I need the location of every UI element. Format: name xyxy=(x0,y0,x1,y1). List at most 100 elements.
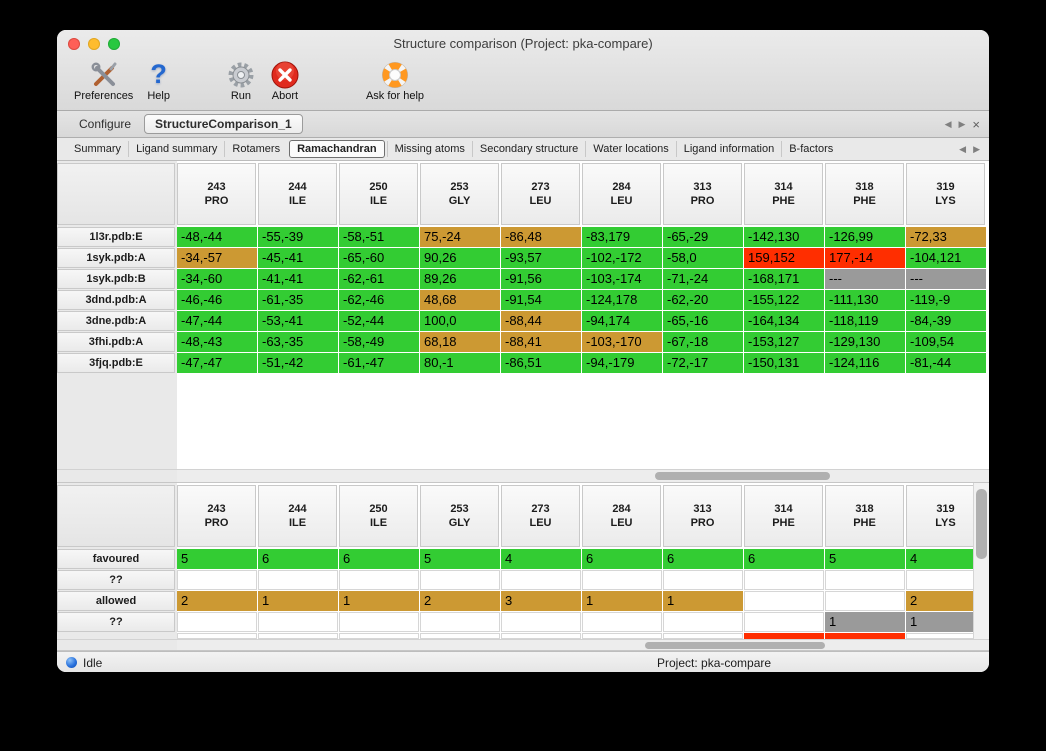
table-cell xyxy=(825,591,905,611)
table-cell xyxy=(420,633,500,639)
table-cell: -65,-29 xyxy=(663,227,743,247)
table-cell xyxy=(339,633,419,639)
table-row: 3dnd.pdb:A -46,-46 -61,-35 -62,-46 48,68 -91,… xyxy=(57,290,989,310)
table-row: allowed 2 1 1 2 3 1 1 2 xyxy=(57,591,989,611)
column-residue-number: 253 xyxy=(450,181,469,193)
tab-missing-atoms[interactable]: Missing atoms xyxy=(386,141,472,157)
table-cell: -61,-35 xyxy=(258,290,338,310)
tab-summary[interactable]: Summary xyxy=(74,143,122,155)
table-cell xyxy=(744,591,824,611)
table-cell: -103,-170 xyxy=(582,332,662,352)
column-residue-number: 243 xyxy=(207,503,226,515)
column-residue-number: 318 xyxy=(855,181,874,193)
column-residue-number: 284 xyxy=(612,181,631,193)
column-residue-name: LYS xyxy=(935,517,956,529)
table-header-row: 243 PRO 244 ILE 250 ILE 253 GLY 273 LEU 284 LEU 313 P… xyxy=(57,163,989,225)
structures-table-horizontal-scrollbar[interactable] xyxy=(57,469,989,483)
table-cell: 1 xyxy=(258,591,338,611)
column-header: 319 LYS xyxy=(906,163,985,225)
table-cell: -53,-41 xyxy=(258,311,338,331)
tab-water-locations[interactable]: Water locations xyxy=(585,141,675,157)
tab-ramachandran[interactable]: Ramachandran xyxy=(289,140,385,158)
table-cell: 5 xyxy=(177,549,257,569)
minimize-window-button[interactable] xyxy=(88,38,100,50)
table-cell xyxy=(258,633,338,639)
column-residue-name: PHE xyxy=(853,195,876,207)
table-row: 3fhi.pdb:A -48,-43 -63,-35 -58,-49 68,18 -88,… xyxy=(57,332,989,352)
column-header: 244 ILE xyxy=(258,485,337,547)
column-header: 244 ILE xyxy=(258,163,337,225)
table-cell: -67,-18 xyxy=(663,332,743,352)
table-cell: 3 xyxy=(501,591,581,611)
column-residue-name: PHE xyxy=(772,195,795,207)
scroll-report-tabs-left-icon[interactable]: ◀ xyxy=(959,143,967,154)
table-cell: -88,44 xyxy=(501,311,581,331)
table-cell: -124,178 xyxy=(582,290,662,310)
table-row: 1syk.pdb:B -34,-60 -41,-41 -62,-61 89,26 -91,… xyxy=(57,269,989,289)
table-cell: -118,119 xyxy=(825,311,905,331)
ask-for-help-button[interactable]: Ask for help xyxy=(359,59,431,102)
table-row: ?? 1 1 xyxy=(57,612,989,632)
table-cell: -168,171 xyxy=(744,269,824,289)
table-cell: -91,56 xyxy=(501,269,581,289)
table-cell: 2 xyxy=(420,591,500,611)
table-cell xyxy=(663,633,743,639)
table-cell: 1 xyxy=(906,612,986,632)
column-residue-name: LEU xyxy=(610,517,633,529)
table-cell: 1 xyxy=(339,591,419,611)
toolbar-label: Run xyxy=(230,90,252,102)
tab-configure[interactable]: Configure xyxy=(79,117,132,131)
row-label: 3fhi.pdb:A xyxy=(57,332,175,352)
table-cell: -109,54 xyxy=(906,332,986,352)
abort-button[interactable]: Abort xyxy=(263,59,307,102)
tab-ligand-summary[interactable]: Ligand summary xyxy=(128,141,224,157)
hscroll-thumb[interactable] xyxy=(645,642,825,649)
column-residue-name: GLY xyxy=(448,195,471,207)
table-cell xyxy=(501,612,581,632)
tab-b-factors[interactable]: B-factors xyxy=(781,141,840,157)
table-cell: -65,-16 xyxy=(663,311,743,331)
column-header: 253 GLY xyxy=(420,163,499,225)
table-cell: -104,121 xyxy=(906,248,986,268)
table-cell xyxy=(339,570,419,590)
close-tab-icon[interactable]: × xyxy=(972,116,980,132)
project-label: Project: pka-compare xyxy=(657,655,772,670)
column-residue-name: LEU xyxy=(529,195,552,207)
tab-secondary-structure[interactable]: Secondary structure xyxy=(471,141,585,157)
column-header: 250 ILE xyxy=(339,163,418,225)
table-cell xyxy=(744,612,824,632)
table-row: 1syk.pdb:A -34,-57 -45,-41 -65,-60 90,26 -93,… xyxy=(57,248,989,268)
vscroll-thumb[interactable] xyxy=(976,489,987,559)
help-button[interactable]: ? Help xyxy=(140,59,177,102)
hscroll-thumb[interactable] xyxy=(655,472,830,480)
table-cell xyxy=(177,612,257,632)
column-residue-number: 250 xyxy=(369,503,388,515)
row-label: allowed xyxy=(57,591,175,611)
close-window-button[interactable] xyxy=(68,38,80,50)
report-tab-controls: ◀ ▶ xyxy=(959,138,980,160)
summary-table-horizontal-scrollbar[interactable] xyxy=(57,639,989,651)
summary-table-grid: 243 PRO 244 ILE 250 ILE 253 GLY 273 LEU 284 LEU 313 P… xyxy=(57,485,989,639)
scroll-tabs-right-icon[interactable]: ▶ xyxy=(958,118,966,129)
tab-rotamers[interactable]: Rotamers xyxy=(224,141,287,157)
scroll-tabs-left-icon[interactable]: ◀ xyxy=(944,118,952,129)
preferences-button[interactable]: Preferences xyxy=(67,59,140,102)
table-cell: 80,-1 xyxy=(420,353,500,373)
tab-ligand-information[interactable]: Ligand information xyxy=(675,141,782,157)
run-button[interactable]: Run xyxy=(219,59,263,102)
tab-structurecomparison-1[interactable]: StructureComparison_1 xyxy=(144,114,303,134)
summary-vertical-scrollbar[interactable] xyxy=(973,483,989,639)
table-cell: -164,134 xyxy=(744,311,824,331)
column-residue-name: LYS xyxy=(935,195,956,207)
scroll-report-tabs-right-icon[interactable]: ▶ xyxy=(973,143,980,154)
table-cell: -83,179 xyxy=(582,227,662,247)
table-cell xyxy=(258,570,338,590)
table-cell: -34,-57 xyxy=(177,248,257,268)
table-cell: -91,54 xyxy=(501,290,581,310)
table-cell: 2 xyxy=(177,591,257,611)
zoom-window-button[interactable] xyxy=(108,38,120,50)
table-cell: -129,130 xyxy=(825,332,905,352)
table-cell xyxy=(501,570,581,590)
table-cell: 1 xyxy=(825,612,905,632)
